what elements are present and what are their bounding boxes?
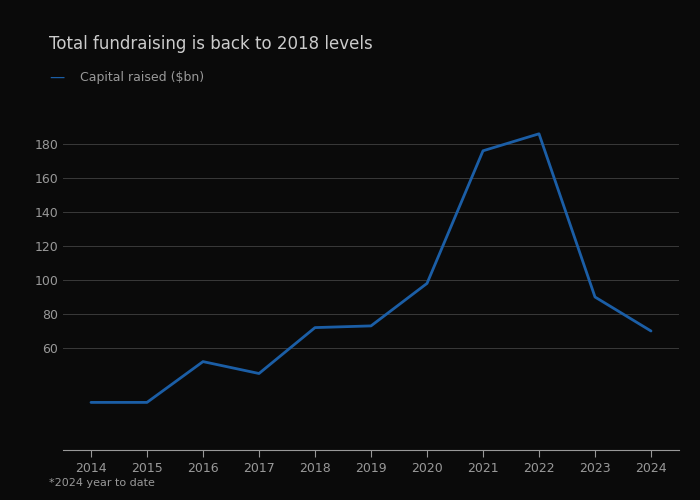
Text: Total fundraising is back to 2018 levels: Total fundraising is back to 2018 levels: [49, 35, 372, 53]
Text: *2024 year to date: *2024 year to date: [49, 478, 155, 488]
Text: Capital raised ($bn): Capital raised ($bn): [80, 71, 204, 84]
Text: —: —: [49, 70, 64, 85]
